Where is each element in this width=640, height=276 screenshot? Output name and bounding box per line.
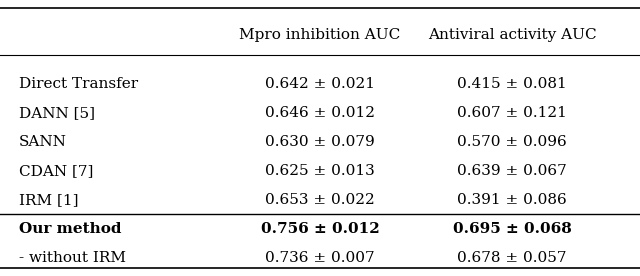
Text: 0.736 ± 0.007: 0.736 ± 0.007 bbox=[265, 251, 375, 265]
Text: 0.653 ± 0.022: 0.653 ± 0.022 bbox=[265, 193, 375, 207]
Text: 0.646 ± 0.012: 0.646 ± 0.012 bbox=[265, 106, 375, 120]
Text: 0.630 ± 0.079: 0.630 ± 0.079 bbox=[265, 135, 375, 149]
Text: 0.695 ± 0.068: 0.695 ± 0.068 bbox=[452, 222, 572, 236]
Text: - without IRM: - without IRM bbox=[19, 251, 126, 265]
Text: Direct Transfer: Direct Transfer bbox=[19, 77, 138, 91]
Text: 0.642 ± 0.021: 0.642 ± 0.021 bbox=[265, 77, 375, 91]
Text: Our method: Our method bbox=[19, 222, 122, 236]
Text: 0.756 ± 0.012: 0.756 ± 0.012 bbox=[260, 222, 380, 236]
Text: 0.570 ± 0.096: 0.570 ± 0.096 bbox=[457, 135, 567, 149]
Text: 0.639 ± 0.067: 0.639 ± 0.067 bbox=[457, 164, 567, 178]
Text: 0.678 ± 0.057: 0.678 ± 0.057 bbox=[457, 251, 567, 265]
Text: CDAN [7]: CDAN [7] bbox=[19, 164, 93, 178]
Text: 0.415 ± 0.081: 0.415 ± 0.081 bbox=[457, 77, 567, 91]
Text: 0.625 ± 0.013: 0.625 ± 0.013 bbox=[265, 164, 375, 178]
Text: Mpro inhibition AUC: Mpro inhibition AUC bbox=[239, 28, 401, 41]
Text: 0.391 ± 0.086: 0.391 ± 0.086 bbox=[457, 193, 567, 207]
Text: DANN [5]: DANN [5] bbox=[19, 106, 95, 120]
Text: Antiviral activity AUC: Antiviral activity AUC bbox=[428, 28, 596, 41]
Text: 0.607 ± 0.121: 0.607 ± 0.121 bbox=[457, 106, 567, 120]
Text: IRM [1]: IRM [1] bbox=[19, 193, 79, 207]
Text: SANN: SANN bbox=[19, 135, 67, 149]
